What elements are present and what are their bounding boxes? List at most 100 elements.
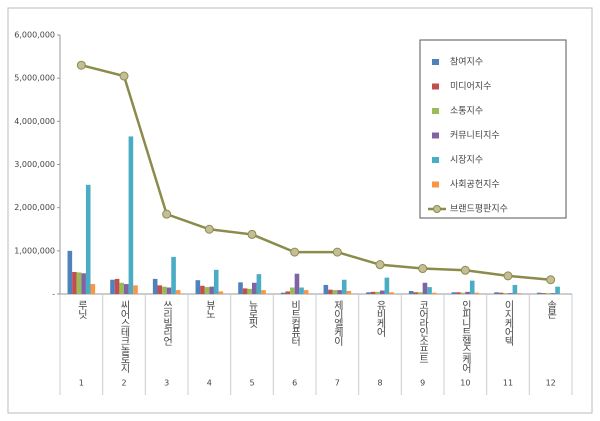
legend-label: 시장지수 [450, 155, 483, 166]
bar [119, 282, 124, 294]
bar [152, 278, 158, 294]
legend-label: 미디어지수 [450, 81, 491, 92]
legend-swatch [433, 205, 441, 213]
bar [162, 286, 167, 294]
bar [195, 280, 201, 294]
line-point [503, 271, 513, 281]
y-tick-label: 1,000,000 [14, 246, 55, 255]
line-point [418, 264, 428, 274]
bar [252, 282, 257, 294]
bar [384, 277, 390, 294]
legend-label: 사회공헌지수 [450, 179, 500, 190]
x-tick-label: 뉴로핏 [246, 300, 258, 329]
bar [110, 279, 115, 294]
bar [81, 273, 86, 294]
bar [124, 284, 129, 294]
line [81, 64, 551, 281]
bar [247, 288, 252, 294]
y-tick-label: - [52, 290, 55, 299]
bar [285, 291, 291, 294]
bar [550, 293, 556, 294]
bar [242, 288, 248, 294]
bar [85, 184, 91, 294]
rank-label: 5 [249, 379, 254, 388]
legend-box [419, 39, 567, 219]
bar [133, 285, 138, 294]
bar [451, 292, 457, 294]
bar [366, 292, 371, 294]
bar [166, 287, 172, 294]
legend-swatch [432, 108, 439, 114]
rank-label: 4 [207, 379, 212, 388]
bar [517, 293, 522, 294]
bar [494, 292, 499, 294]
line-point [204, 224, 214, 234]
rank-label: 7 [335, 379, 340, 388]
bar [546, 293, 551, 294]
bar [114, 278, 120, 294]
x-tick-label: 제이엘케이 [331, 300, 343, 347]
bar [204, 287, 210, 294]
bar [346, 290, 352, 294]
line-point [290, 247, 300, 257]
bar [332, 290, 338, 294]
line-point [162, 209, 172, 219]
bar [503, 293, 508, 294]
bar [465, 291, 470, 294]
bar [238, 282, 243, 294]
legend-label: 소통지수 [450, 106, 483, 117]
bar [431, 292, 437, 294]
bar [72, 271, 77, 294]
legend-swatch [432, 181, 439, 188]
bar [341, 279, 347, 294]
bar [294, 273, 300, 294]
rank-label: 10 [460, 379, 470, 388]
bar [389, 292, 394, 294]
rank-label: 3 [164, 379, 169, 388]
bar [67, 250, 73, 294]
x-tick-label: 루닛 [75, 300, 87, 319]
x-tick-label: 솔본 [545, 300, 557, 319]
x-tick-label: 쓰리빌리언 [161, 300, 173, 346]
bar [261, 290, 266, 294]
y-tick-label: 3,000,000 [14, 160, 55, 169]
line-point [76, 60, 86, 70]
bar [370, 291, 376, 294]
bar [218, 291, 224, 294]
bar [171, 256, 176, 294]
rank-label: 2 [121, 379, 126, 388]
line-point [460, 265, 470, 275]
rank-label: 1 [79, 379, 84, 388]
bar [469, 280, 475, 294]
bar [256, 274, 262, 294]
bar [299, 287, 304, 294]
bar [157, 285, 163, 294]
bar [541, 293, 547, 294]
line-point [119, 71, 129, 81]
bar [290, 287, 295, 294]
y-tick-label: 4,000,000 [14, 117, 55, 126]
legend-label: 브랜드평판지수 [450, 204, 508, 215]
legend-swatch [432, 59, 439, 65]
x-tick-label: 코어라인소프트 [417, 300, 429, 363]
line-point [247, 229, 257, 239]
bar [76, 272, 82, 294]
bar [380, 290, 385, 294]
x-tick-label: 씨어스테크놀로지 [118, 300, 130, 374]
x-tick-label: 유비케어 [374, 300, 386, 338]
rank-label: 9 [420, 379, 425, 388]
legend-label: 참여지수 [450, 56, 483, 68]
legend-swatch [432, 83, 439, 90]
bar [175, 290, 181, 294]
rank-label: 6 [292, 379, 297, 388]
bar [90, 284, 96, 294]
bar [328, 289, 333, 294]
bar [280, 292, 286, 294]
bar [413, 292, 419, 294]
legend-label: 커뮤니티지수 [450, 130, 500, 141]
bar [213, 269, 219, 294]
bar [200, 285, 205, 294]
bar [456, 292, 461, 294]
x-tick-label: 비트컴퓨터 [289, 300, 301, 347]
